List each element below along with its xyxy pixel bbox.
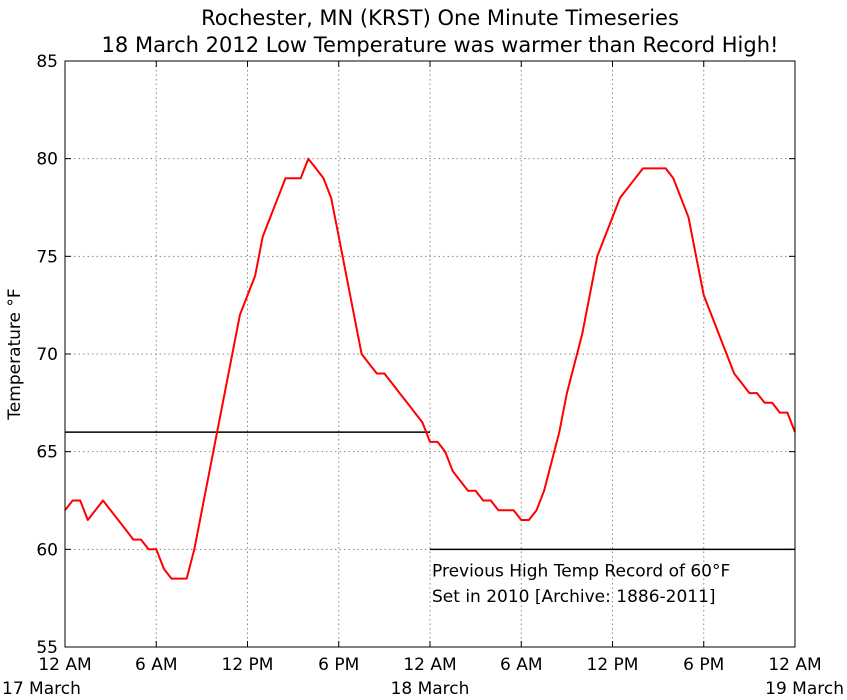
chart-subtitle: 18 March 2012 Low Temperature was warmer…: [102, 33, 779, 57]
y-tick-label: 75: [36, 247, 58, 267]
annotations: Previous High Temp Record of 60°F Set in …: [432, 562, 730, 607]
y-tick-label: 85: [36, 52, 58, 72]
x-tick-label: 6 PM: [683, 655, 724, 675]
x-tick-label: 6 PM: [318, 655, 359, 675]
x-tick-label: 12 AM: [403, 655, 456, 675]
y-axis-label: Temperature °F: [5, 288, 25, 420]
x-date-label: 18 March: [391, 679, 470, 699]
x-tick-label: 6 AM: [135, 655, 178, 675]
y-tick-label: 80: [36, 150, 58, 170]
x-tick-label: 12 PM: [587, 655, 639, 675]
grid-layer: [65, 61, 795, 647]
x-date-label: 19 March: [765, 679, 844, 699]
chart-title: Rochester, MN (KRST) One Minute Timeseri…: [201, 6, 679, 30]
x-tick-label: 12 PM: [222, 655, 274, 675]
x-date-label: 17 March: [2, 679, 81, 699]
y-tick-label: 60: [36, 540, 58, 560]
annotation-text: Previous High Temp Record of 60°F: [432, 562, 730, 582]
y-tick-label: 55: [36, 638, 58, 658]
axis-ticks: 55 60 65 70 75 80 85 12 AM 17 March 6 AM 12 PM 6 PM…: [2, 52, 844, 699]
y-tick-label: 65: [36, 443, 58, 463]
reference-lines: [65, 431, 795, 551]
x-tick-label: 12 AM: [768, 655, 821, 675]
y-tick-label: 70: [36, 345, 58, 365]
x-tick-label: 12 AM: [38, 655, 91, 675]
annotation-text: Set in 2010 [Archive: 1886-2011]: [432, 587, 716, 607]
series-layer: [64, 157, 796, 580]
temperature-series-line: [64, 157, 796, 580]
x-tick-label: 6 AM: [500, 655, 543, 675]
